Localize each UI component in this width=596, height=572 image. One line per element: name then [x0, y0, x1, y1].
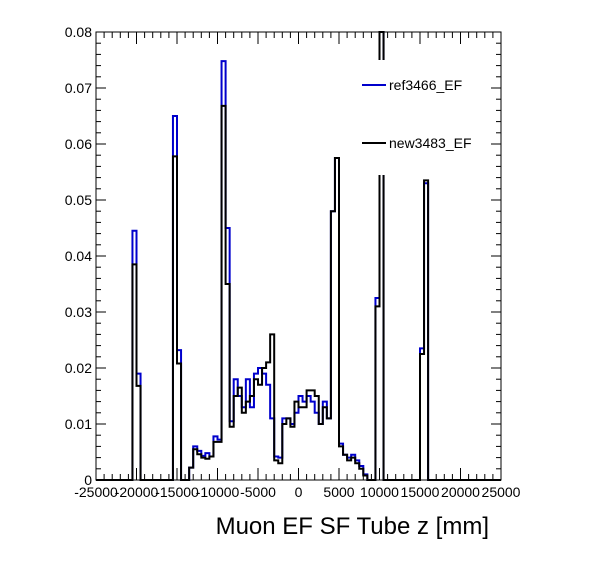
x-tick-label: 5000 [323, 484, 354, 500]
x-tick-label: -25000 [74, 484, 118, 500]
y-tick-label: 0.08 [65, 24, 92, 40]
y-tick-label: 0.07 [65, 80, 92, 96]
x-tick-label: -10000 [196, 484, 240, 500]
x-axis-title: Muon EF SF Tube z [mm] [216, 513, 489, 540]
y-tick-label: 0.03 [65, 304, 92, 320]
series-layer [96, 31, 501, 481]
legend-label-new: new3483_EF [389, 135, 472, 151]
x-tick-label: -5000 [240, 484, 276, 500]
y-tick-label: 0.06 [65, 136, 92, 152]
legend-label-ref: ref3466_EF [389, 77, 462, 93]
series-line-new3483_EF [96, 31, 501, 481]
x-tick-label: 0 [295, 484, 303, 500]
y-axis: 0 0.01 0.02 0.03 0.04 0.05 0.06 0.07 0.08 [65, 24, 501, 488]
x-tick-label: -15000 [155, 484, 199, 500]
y-tick-label: 0.05 [65, 192, 92, 208]
legend-box [355, 60, 490, 175]
y-tick-label: 0.04 [65, 248, 92, 264]
x-tick-label: -20000 [115, 484, 159, 500]
x-tick-label: 15000 [401, 484, 440, 500]
legend: ref3466_EF new3483_EF [355, 60, 490, 175]
x-tick-label: 20000 [441, 484, 480, 500]
y-tick-label: 0.02 [65, 360, 92, 376]
y-tick-label: 0 [84, 472, 92, 488]
y-tick-label: 0.01 [65, 416, 92, 432]
x-tick-label: 25000 [482, 484, 521, 500]
x-tick-label: 10000 [360, 484, 399, 500]
x-axis: -25000-20000-15000-10000 -5000 0 5000 10000 1… [74, 32, 521, 500]
